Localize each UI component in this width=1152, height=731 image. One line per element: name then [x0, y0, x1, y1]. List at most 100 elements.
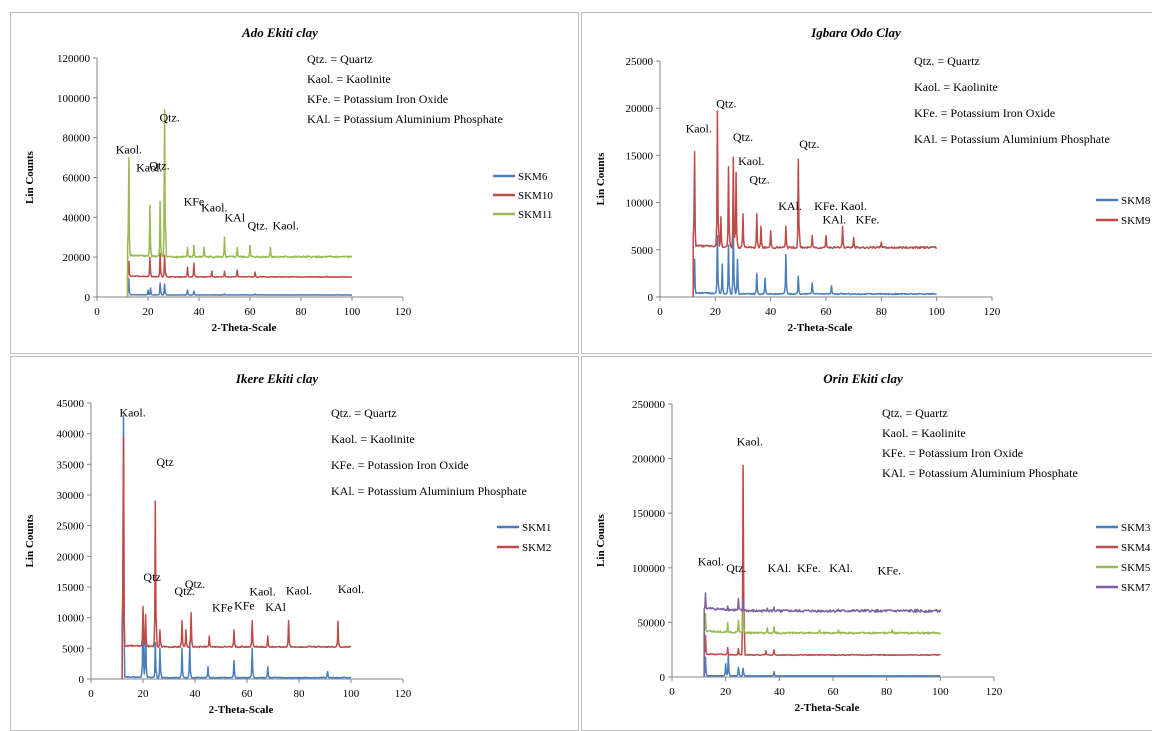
x-tick-label: 80	[296, 306, 308, 318]
series-line-skm1	[121, 414, 352, 679]
y-tick-label: 10000	[57, 613, 85, 625]
y-tick-label: 20000	[63, 252, 91, 264]
x-tick-label: 60	[242, 688, 254, 700]
series-line-skm8	[692, 228, 937, 297]
legend-label-skm8: SKM8	[1121, 195, 1151, 207]
x-tick-label: 40	[774, 686, 786, 698]
y-tick-label: 5000	[62, 643, 85, 655]
series-line-skm7	[703, 592, 942, 677]
peak-label: Qtz.	[749, 173, 769, 187]
series-line-skm3	[703, 654, 941, 677]
x-axis-label: 2-Theta-Scale	[209, 704, 274, 716]
legend-label-skm10: SKM10	[518, 190, 553, 202]
x-axis-label: 2-Theta-Scale	[788, 322, 853, 334]
y-tick-label: 80000	[63, 133, 91, 145]
peak-label: KFe	[234, 599, 255, 613]
peak-label: KAl.	[829, 561, 853, 575]
peak-label: Kaol.	[201, 200, 227, 214]
y-axis-label: Lin Counts	[24, 150, 36, 204]
x-tick-label: 40	[765, 306, 777, 318]
peak-label: Qtz.	[160, 111, 180, 125]
legend-label-skm7: SKM7	[1121, 582, 1151, 594]
y-tick-label: 0	[79, 674, 85, 686]
legend-label-skm2: SKM2	[522, 542, 551, 554]
x-tick-label: 0	[94, 306, 100, 318]
peak-label: Kaol.	[286, 583, 312, 597]
chart-title: Igbara Odo Clay	[810, 25, 901, 40]
x-tick-label: 100	[928, 306, 945, 318]
peak-label: Qtz.	[247, 218, 267, 232]
y-tick-label: 120000	[57, 53, 91, 65]
series-line-skm10	[126, 252, 353, 297]
y-axis-label: Lin Counts	[24, 514, 36, 568]
y-tick-label: 250000	[632, 399, 666, 411]
phase-key-entry: KAl. = Potassium Aluminium Phosphate	[914, 132, 1110, 146]
peak-label: Qtz.	[185, 577, 205, 591]
chart-svg: Ado Ekiti clay 0 20000 40000 60000 80000 10000…	[24, 25, 553, 334]
x-tick-label: 60	[245, 306, 257, 318]
chart-panel-igbara-odo: Igbara Odo Clay 0 5000 10000 15000 20000 25000…	[581, 12, 1152, 354]
peak-label: KAl	[224, 210, 245, 224]
peak-label: Qtz.	[799, 137, 819, 151]
y-tick-label: 20000	[57, 551, 85, 563]
peak-label: Qtz.	[174, 584, 194, 598]
peak-label: Qtz.	[733, 130, 753, 144]
chart-svg: Igbara Odo Clay 0 5000 10000 15000 20000 25000…	[595, 25, 1151, 334]
x-tick-label: 80	[294, 688, 306, 700]
phase-key-entry: Kaol. = Kaolinite	[331, 432, 415, 446]
x-tick-label: 100	[343, 688, 360, 700]
chart-panel-orin-ekiti: Orin Ekiti clay 0 50000 100000 150000 200000 2…	[581, 356, 1152, 731]
peak-label: Kaol.	[119, 405, 145, 419]
peak-label: Kaol.	[116, 143, 142, 157]
peak-label: KAl.	[767, 561, 791, 575]
peak-label: Kaol.	[249, 585, 275, 599]
x-tick-label: 120	[984, 306, 1001, 318]
peak-label: Qtz.	[149, 159, 169, 173]
x-tick-label: 40	[190, 688, 202, 700]
series-line-skm6	[126, 278, 353, 297]
legend-label-skm11: SKM11	[518, 209, 552, 221]
y-tick-label: 0	[660, 672, 666, 684]
y-tick-label: 20000	[626, 103, 654, 115]
peak-label: KFe.	[797, 561, 821, 575]
phase-key-entry: Kaol. = Kaolinite	[914, 80, 998, 94]
series-line-skm5	[703, 610, 941, 677]
legend-label-skm1: SKM1	[522, 522, 551, 534]
peak-label: Kaol.	[841, 199, 867, 213]
y-tick-label: 25000	[626, 56, 654, 68]
x-tick-label: 0	[88, 688, 94, 700]
chart-svg: Orin Ekiti clay 0 50000 100000 150000 200000 2…	[595, 371, 1151, 714]
phase-key-entry: Kaol. = Kaolinite	[307, 72, 391, 86]
chart-title: Orin Ekiti clay	[823, 371, 903, 386]
phase-key-entry: Qtz. = Quartz	[882, 406, 948, 420]
x-tick-label: 60	[828, 686, 840, 698]
y-tick-label: 25000	[57, 521, 85, 533]
y-axis-label: Lin Counts	[595, 513, 607, 567]
legend-label-skm5: SKM5	[1121, 562, 1151, 574]
chart-title: Ado Ekiti clay	[241, 25, 318, 40]
y-tick-label: 150000	[632, 508, 666, 520]
legend-label-skm3: SKM3	[1121, 522, 1151, 534]
phase-key-entry: KAl. = Potassium Aluminium Phosphate	[882, 466, 1078, 480]
peak-label: KAl	[265, 600, 286, 614]
phase-key-entry: KFe. = Potassium Iron Oxide	[307, 92, 448, 106]
x-tick-label: 0	[657, 306, 663, 318]
y-axis-label: Lin Counts	[595, 152, 607, 206]
chart-title: Ikere Ekiti clay	[235, 371, 319, 386]
phase-key-entry: Qtz. = Quartz	[914, 54, 980, 68]
peak-label: Qtz	[143, 570, 160, 584]
y-tick-label: 35000	[57, 459, 85, 471]
series-line-skm2	[121, 435, 352, 679]
peak-label: KFe.	[878, 563, 902, 577]
phase-key-entry: KAl. = Potassium Aluminium Phosphate	[331, 484, 527, 498]
x-tick-label: 120	[395, 688, 412, 700]
legend-label-skm9: SKM9	[1121, 215, 1151, 227]
y-tick-label: 0	[648, 292, 654, 304]
peak-label: KFe.	[856, 212, 880, 226]
y-tick-label: 30000	[57, 490, 85, 502]
series-line-skm11	[126, 109, 353, 297]
peak-label: Kaol.	[273, 218, 299, 232]
x-tick-label: 20	[143, 306, 155, 318]
x-tick-label: 40	[194, 306, 206, 318]
legend-label-skm4: SKM4	[1121, 542, 1151, 554]
